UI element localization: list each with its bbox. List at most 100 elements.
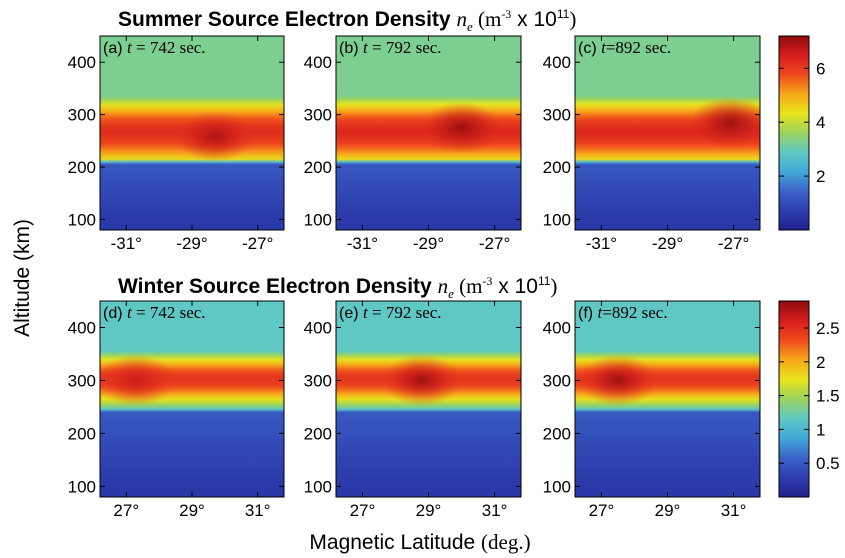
panel-b: -31° -29° -27° 100 200 300 400 (b) t = 792 sec.	[304, 35, 522, 253]
density-enhancement	[577, 354, 659, 406]
winter-title: Winter Source Electron Density ne (m-3 x…	[118, 274, 557, 301]
y-tick-label: 200	[304, 424, 332, 443]
winter-title-unit-exp: -3	[482, 274, 492, 288]
y-tick-label: 300	[68, 371, 96, 390]
winter-title-sub: e	[448, 286, 454, 301]
x-tick-label: 31°	[482, 501, 508, 520]
panel-letter: (a)	[103, 40, 127, 57]
x-tick-label: 29°	[655, 501, 681, 520]
time-value: =892 sec.	[602, 303, 667, 322]
y-tick-label: 200	[304, 158, 332, 177]
winter-title-unit-mid: x 10	[492, 275, 538, 298]
x-tick-label: -31°	[586, 234, 617, 253]
summer-title-unit-mid: x 10	[511, 8, 557, 31]
panel-a: -31° -29° -27° 100 200 300 400 (a) t = 742 sec.	[68, 35, 285, 253]
y-tick-label: 400	[543, 318, 571, 337]
x-axis-label-text: Magnetic Latitude	[309, 531, 481, 554]
summer-title-unit-exp2: 11	[557, 7, 570, 21]
y-tick-label: 100	[68, 477, 96, 496]
winter-title-unit-open: (m	[454, 274, 483, 298]
panel-letter: (d)	[103, 305, 127, 322]
x-tick-label: 31°	[721, 501, 747, 520]
y-tick-label: 400	[304, 53, 332, 72]
y-tick-label: 400	[68, 318, 96, 337]
colorbar-scale	[778, 300, 810, 498]
y-tick-label: 200	[543, 424, 571, 443]
y-axis-label: Altitude (km)	[11, 219, 34, 337]
y-tick-label: 100	[68, 211, 96, 230]
x-axis-label: Magnetic Latitude (deg.)	[309, 530, 530, 554]
density-enhancement	[174, 111, 256, 162]
density-enhancement	[420, 102, 503, 153]
time-value: = 742 sec.	[132, 38, 206, 57]
colorbar-winter: 0.5 1 1.5 2 2.5	[778, 300, 840, 498]
summer-title-unit-close: )	[569, 7, 576, 31]
x-tick-label: -27°	[242, 234, 273, 253]
time-value: = 792 sec.	[368, 38, 442, 57]
y-tick-label: 100	[304, 477, 332, 496]
panel-label: (a) t = 742 sec.	[103, 38, 206, 57]
x-tick-label: 31°	[245, 501, 271, 520]
panel-f: 27° 29° 31° 100 200 300 400 (f) t=892 sec.	[543, 300, 761, 520]
y-tick-label: 400	[304, 318, 332, 337]
colorbar-tick-label: 1	[816, 420, 825, 439]
y-tick-label: 200	[68, 158, 96, 177]
time-symbol: t	[127, 303, 133, 322]
panel-e: 27° 29° 31° 100 200 300 400 (e) t = 792 sec.	[304, 300, 522, 520]
y-tick-label: 100	[543, 211, 571, 230]
y-tick-label: 100	[304, 211, 332, 230]
x-tick-label: -27°	[479, 234, 510, 253]
x-tick-label: -31°	[347, 234, 378, 253]
y-tick-label: 300	[304, 106, 332, 125]
colorbar-tick-label: 4	[816, 113, 825, 132]
panel-label: (e) t = 792 sec.	[339, 303, 442, 322]
x-tick-label: 27°	[589, 501, 615, 520]
heatmap-field	[575, 36, 760, 230]
x-axis-label-unit: (deg.)	[481, 530, 531, 554]
panel-letter: (e)	[339, 305, 363, 322]
x-tick-label: 29°	[179, 501, 205, 520]
y-tick-label: 400	[543, 53, 571, 72]
summer-title-unit-open: (m	[473, 7, 502, 31]
time-value: = 742 sec.	[132, 303, 206, 322]
heatmap-field	[575, 301, 760, 497]
time-symbol: t	[363, 303, 369, 322]
x-tick-label: -31°	[111, 234, 142, 253]
colorbar-scale	[778, 35, 810, 231]
time-value: =892 sec.	[606, 38, 671, 57]
summer-title-text: Summer Source Electron Density	[118, 8, 456, 31]
colorbar-tick-label: 2	[816, 353, 825, 372]
winter-title-unit-close: )	[550, 274, 557, 298]
plot-area: -31° -29° -27° 100 200 300 400 (a) t = 742 sec.…	[68, 35, 840, 520]
y-tick-label: 300	[68, 106, 96, 125]
winter-title-symbol: n	[438, 274, 449, 298]
panel-label: (f) t=892 sec.	[578, 303, 668, 322]
time-symbol: t	[363, 38, 369, 57]
colorbar-tick-label: 2.5	[816, 319, 840, 338]
x-tick-label: -29°	[176, 234, 207, 253]
panel-c: -31° -29° -27° 100 200 300 400 (c) t=892 sec.	[543, 35, 761, 253]
panel-letter: (f)	[578, 305, 598, 322]
time-symbol: t	[127, 38, 133, 57]
summer-title-sub: e	[467, 19, 473, 34]
x-tick-label: -29°	[413, 234, 444, 253]
colorbar-tick-label: 1.5	[816, 387, 840, 406]
y-tick-label: 200	[68, 424, 96, 443]
time-value: = 792 sec.	[368, 303, 442, 322]
heatmap-field	[100, 36, 284, 230]
colorbar-tick-label: 6	[816, 59, 825, 78]
density-enhancement	[381, 354, 463, 406]
x-tick-label: 27°	[113, 501, 139, 520]
colorbar-tick-label: 0.5	[816, 454, 840, 473]
y-tick-label: 300	[543, 106, 571, 125]
panel-letter: (b)	[339, 40, 363, 57]
panel-label: (d) t = 742 sec.	[103, 303, 206, 322]
time-symbol: t	[601, 38, 607, 57]
panel-letter: (c)	[578, 40, 601, 57]
panel-label: (b) t = 792 sec.	[339, 38, 442, 57]
x-tick-label: -29°	[652, 234, 683, 253]
density-enhancement	[100, 354, 177, 406]
y-tick-label: 100	[543, 477, 571, 496]
heatmap-field	[336, 36, 521, 230]
